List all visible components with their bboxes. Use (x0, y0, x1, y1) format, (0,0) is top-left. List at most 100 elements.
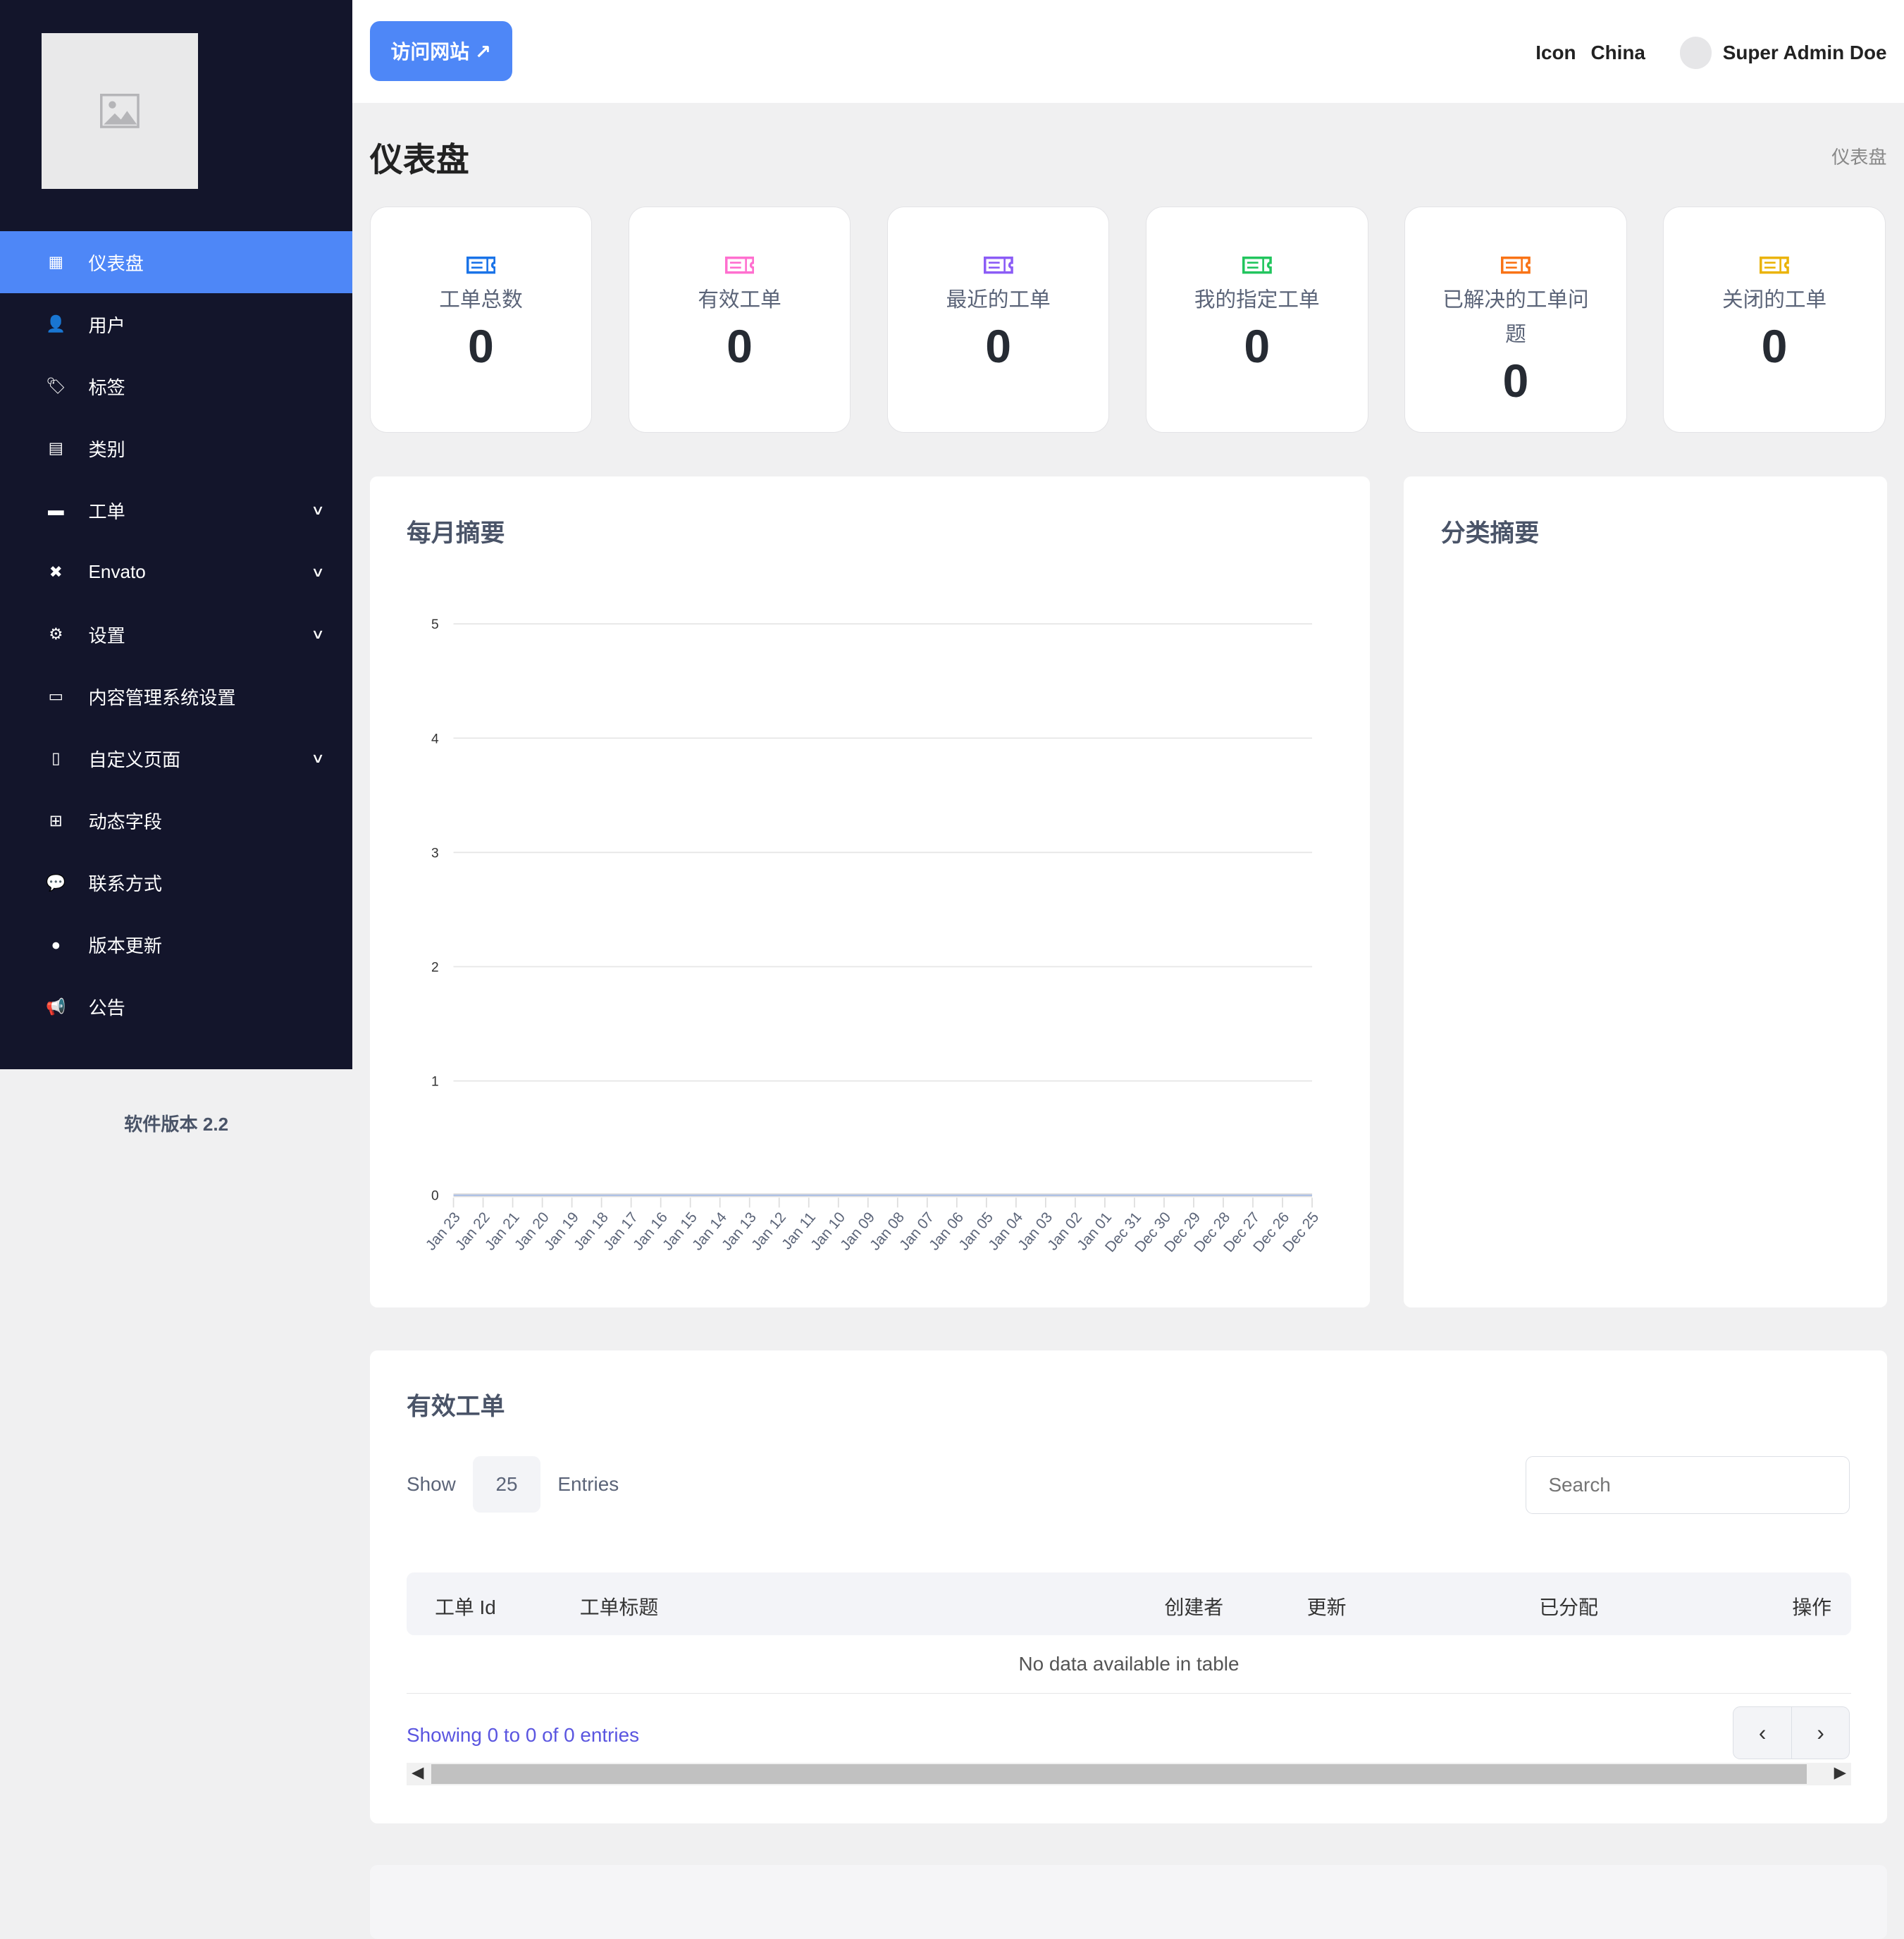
sidebar-item-10[interactable]: 💬 联系方式 (0, 851, 352, 913)
y-tick-label: 5 (431, 618, 439, 633)
stat-card[interactable]: 最近的工单 0 (886, 206, 1110, 433)
sidebar-item-label: 动态字段 (88, 811, 162, 833)
previous-page-button[interactable]: ‹ (1733, 1707, 1792, 1759)
sidebar-item-0[interactable]: ▦ 仪表盘 (0, 230, 353, 293)
stat-value: 0 (1761, 321, 1788, 374)
column-header[interactable]: 工单 Id (435, 1596, 496, 1619)
gear-icon: ⚙ (49, 624, 63, 644)
category-summary-panel: 分类摘要 (1404, 476, 1887, 1307)
page-title: 仪表盘 (369, 141, 469, 179)
sidebar-item-label: 标签 (88, 376, 125, 398)
table-info: Showing 0 to 0 of 0 entries (406, 1723, 640, 1746)
horizontal-scrollbar[interactable]: ◀ ▶ (406, 1763, 1851, 1785)
visit-website-button[interactable]: 访问网站 ↗ (369, 20, 512, 82)
ticket-icon (1242, 257, 1272, 274)
column-header[interactable]: 更新 (1306, 1596, 1347, 1619)
sidebar-item-6[interactable]: ⚙ 设置 ∨ (0, 603, 352, 665)
ticket-icon: ▬ (47, 500, 64, 519)
category-summary-title: 分类摘要 (1440, 519, 1540, 547)
active-tickets-panel: 有效工单 Show 25 Entries 工单 Id 工单标题 创建者 更新 已分配 操作… (369, 1350, 1887, 1823)
dashboard-icon: ▦ (48, 252, 63, 271)
envato-icon: ✖ (49, 562, 63, 581)
chevron-down-icon: ∨ (311, 627, 326, 642)
sidebar-item-label: 联系方式 (88, 873, 162, 895)
ticket-icon (1501, 257, 1531, 274)
avatar[interactable] (1679, 37, 1712, 69)
sidebar-item-8[interactable]: ▯ 自定义页面 ∨ (0, 727, 352, 789)
user-menu[interactable]: Super Admin Doe (1722, 41, 1887, 63)
y-tick-label: 0 (431, 1189, 439, 1204)
stat-card[interactable]: 我的指定工单 0 (1146, 206, 1368, 433)
next-page-button[interactable]: › (1817, 1720, 1824, 1745)
y-tick-label: 2 (431, 961, 439, 975)
language-selector[interactable]: China (1590, 41, 1645, 63)
sidebar-item-label: Envato (88, 561, 146, 583)
tags-icon: 🏷 (45, 376, 66, 395)
topbar: 访问网站 ↗ Icon China Super Admin Doe (352, 0, 1904, 104)
stat-card[interactable]: 已解决的工单问题 0 (1404, 206, 1627, 433)
cms-settings-icon: ▭ (48, 687, 63, 706)
ticket-icon (724, 257, 755, 274)
scroll-left-arrow[interactable]: ◀ (411, 1763, 424, 1782)
stat-value: 0 (1502, 355, 1529, 407)
scroll-right-arrow[interactable]: ▶ (1834, 1763, 1847, 1782)
stat-label: 我的指定工单 (1194, 288, 1320, 312)
sidebar-item-label: 内容管理系统设置 (88, 687, 236, 708)
software-version: 软件版本 2.2 (124, 1114, 229, 1135)
next-panel (369, 1865, 1887, 1939)
stat-value: 0 (468, 321, 494, 374)
sidebar-item-3[interactable]: ▤ 类别 (0, 417, 352, 479)
column-header[interactable]: 创建者 (1164, 1596, 1224, 1619)
show-label: Show (406, 1472, 456, 1495)
logo-image-placeholder (42, 33, 198, 190)
sidebar-item-label: 设置 (88, 624, 125, 646)
stat-value: 0 (985, 321, 1012, 374)
icon-menu[interactable]: Icon (1535, 41, 1576, 63)
column-header[interactable]: 已分配 (1539, 1596, 1598, 1619)
megaphone-icon: 📢 (46, 997, 66, 1016)
column-header[interactable]: 工单标题 (579, 1596, 659, 1619)
sidebar-item-2[interactable]: 🏷 标签 (0, 355, 352, 417)
plus-square-icon: ⊞ (49, 811, 63, 830)
ticket-icon (1760, 257, 1789, 274)
ticket-icon (466, 257, 496, 274)
sidebar-item-5[interactable]: ✖ Envato ∨ (0, 541, 352, 603)
sidebar-item-label: 仪表盘 (88, 252, 144, 274)
scrollbar-thumb[interactable] (431, 1764, 1807, 1785)
breadcrumb[interactable]: 仪表盘 (1831, 147, 1887, 168)
sidebar-item-9[interactable]: ⊞ 动态字段 (0, 789, 352, 851)
y-tick-label: 3 (431, 847, 439, 861)
sidebar-item-label: 类别 (88, 438, 125, 460)
column-header[interactable]: 操作 (1792, 1596, 1832, 1619)
monthly-summary-panel: 每月摘要 0 1 2 3 4 5 Jan 23 Jan 22 Jan 21 Jan 20 Jan 1… (369, 476, 1370, 1307)
y-tick-label: 1 (431, 1075, 439, 1090)
entries-select[interactable]: 25 (473, 1455, 540, 1513)
stat-label: 已解决的工单问题 (1442, 288, 1589, 346)
image-icon (100, 94, 140, 129)
user-icon: 👤 (46, 314, 66, 333)
sidebar-item-4[interactable]: ▬ 工单 ∨ (0, 479, 352, 541)
stat-label: 最近的工单 (946, 288, 1051, 312)
sidebar-item-12[interactable]: 📢 公告 (0, 975, 352, 1038)
sidebar-item-1[interactable]: 👤 用户 (0, 293, 352, 355)
sidebar-item-7[interactable]: ▭ 内容管理系统设置 (0, 665, 352, 727)
sidebar-item-label: 用户 (88, 314, 125, 336)
sidebar-item-11[interactable]: ● 版本更新 (0, 913, 352, 975)
empty-table-message: No data available in table (1018, 1652, 1240, 1675)
stat-card[interactable]: 有效工单 0 (628, 206, 851, 433)
active-tickets-title: 有效工单 (406, 1393, 505, 1421)
stat-value: 0 (727, 321, 753, 374)
monthly-summary-title: 每月摘要 (406, 519, 505, 547)
comments-icon: 💬 (46, 873, 66, 892)
search-input[interactable] (1526, 1455, 1850, 1514)
stat-card[interactable]: 关闭的工单 0 (1663, 206, 1886, 433)
stat-card[interactable]: 工单总数 0 (369, 206, 593, 433)
sidebar-item-label: 自定义页面 (88, 749, 181, 770)
stat-label: 工单总数 (439, 288, 523, 312)
sidebar-item-label: 工单 (88, 500, 125, 522)
circle-icon: ● (51, 935, 61, 954)
stat-label: 有效工单 (698, 288, 781, 312)
entries-label: Entries (557, 1472, 619, 1495)
stat-value: 0 (1244, 321, 1271, 374)
